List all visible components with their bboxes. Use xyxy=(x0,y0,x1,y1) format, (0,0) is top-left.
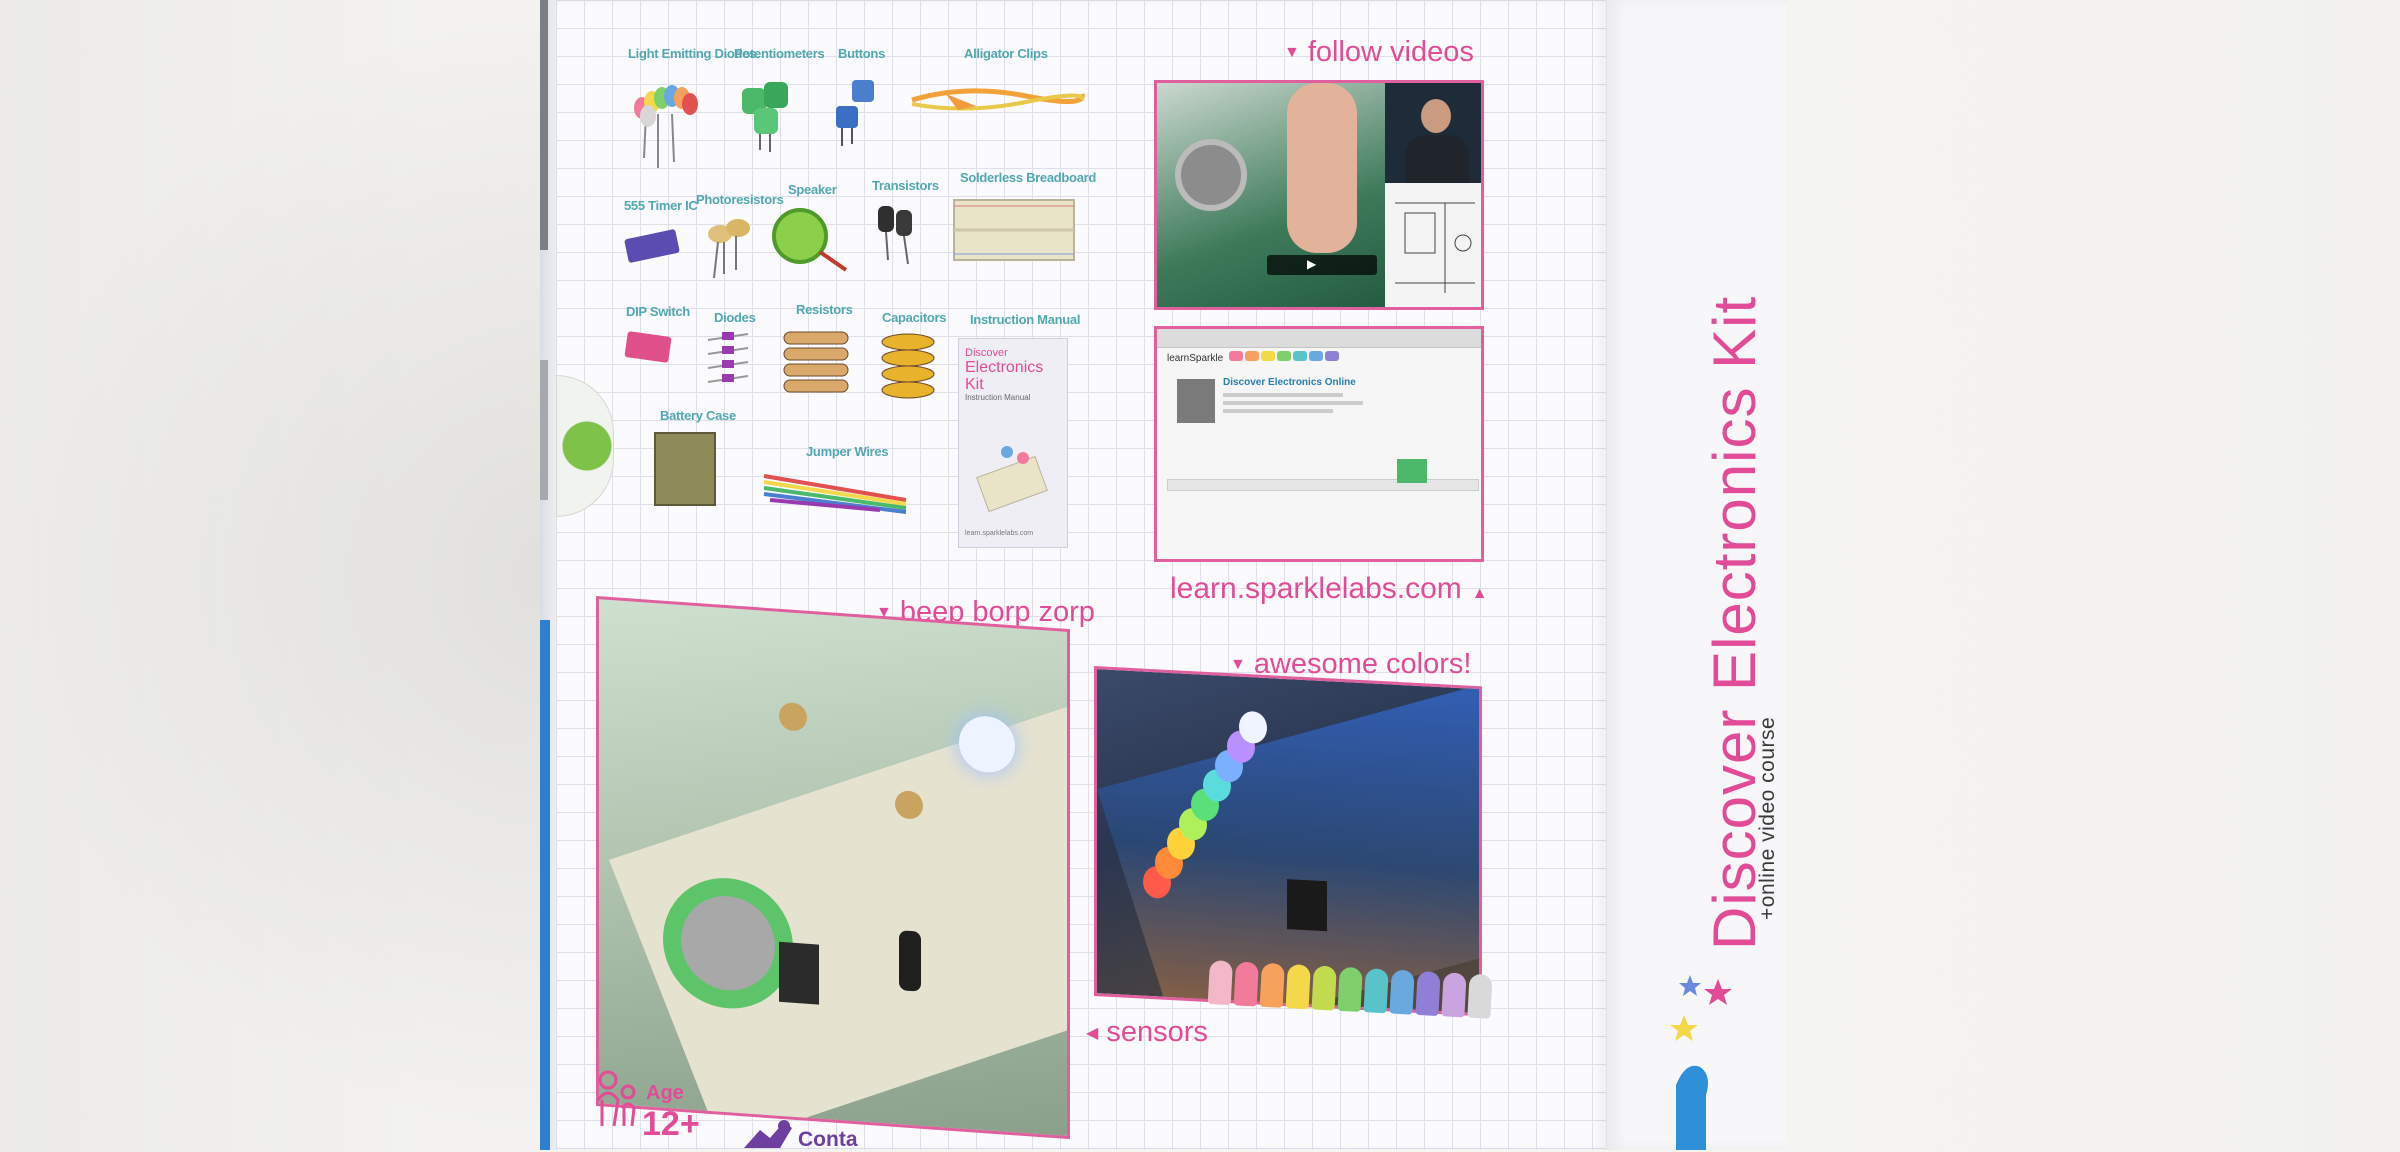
age-value: 12+ xyxy=(642,1105,700,1143)
video-thumbnail: ▶ xyxy=(1154,80,1484,310)
part-label-555: 555 Timer IC xyxy=(624,198,698,213)
browser-bar xyxy=(1157,329,1481,348)
resistors-part xyxy=(783,331,849,393)
manual-footer: learn.sparklelabs.com xyxy=(965,530,1034,537)
box-side-face xyxy=(1606,0,1787,1150)
part-label-dip-switch: DIP Switch xyxy=(626,304,690,319)
jumper-wires-part xyxy=(763,474,907,514)
part-label-diodes: Diodes xyxy=(714,310,756,325)
part-label-photoresistors: Photoresistors xyxy=(696,192,784,207)
photoresistors-part xyxy=(708,219,750,279)
caption-follow-videos-text: follow videos xyxy=(1307,36,1474,68)
caption-colors-text: awesome colors! xyxy=(1253,648,1472,680)
photo-dip-chip xyxy=(1287,879,1327,932)
photo-rainbow-leds xyxy=(1094,666,1482,1017)
part-label-speaker: Speaker xyxy=(788,182,837,197)
site-course-title: Discover Electronics Online xyxy=(1223,377,1356,388)
timer-ic-part xyxy=(624,229,680,263)
manual-line1: Discover xyxy=(965,347,1008,359)
part-label-buttons: Buttons xyxy=(838,46,885,61)
caption-sensors: ◀ sensors xyxy=(1086,1016,1208,1048)
photo-capacitor xyxy=(899,930,921,992)
age-figures-icon xyxy=(596,1070,636,1127)
part-label-alligator-clips: Alligator Clips xyxy=(964,46,1048,61)
caption-sensors-text: sensors xyxy=(1106,1016,1208,1048)
part-label-potentiometers: Potentiometers xyxy=(734,46,825,61)
video-speaker xyxy=(1175,139,1247,211)
instruction-manual-part: Discover Electronics Kit Instruction Man… xyxy=(958,338,1068,548)
manual-line3: Instruction Manual xyxy=(965,393,1031,402)
part-label-manual: Instruction Manual xyxy=(970,312,1081,327)
manual-line2: Electronics Kit xyxy=(965,359,1044,393)
video-webcam xyxy=(1385,83,1481,183)
contains-icon xyxy=(744,1120,792,1148)
site-thumbnail xyxy=(1177,379,1215,423)
manual-illustration xyxy=(976,446,1048,513)
part-label-breadboard: Solderless Breadboard xyxy=(960,170,1097,185)
diodes-part xyxy=(707,332,749,383)
play-icon[interactable]: ▶ xyxy=(1307,257,1317,271)
photo-photoresistor xyxy=(779,701,807,732)
caption-follow-videos: ▼ follow videos xyxy=(1284,36,1474,68)
part-label-transistors: Transistors xyxy=(872,178,939,193)
edge-dark-strip xyxy=(540,0,548,250)
part-label-battery: Battery Case xyxy=(660,408,736,423)
part-label-leds: Light Emitting Diodes xyxy=(628,46,757,61)
caption-url-text: learn.sparklelabs.com xyxy=(1170,572,1462,605)
contains-text: Conta xyxy=(798,1128,858,1151)
battery-case-part xyxy=(654,432,716,506)
wizard-logo-icon xyxy=(1670,975,1732,1150)
photo-ic-chip xyxy=(779,941,819,1005)
potentiometers-part xyxy=(742,82,788,152)
capacitors-part xyxy=(881,333,935,399)
box-subtitle: +online video course xyxy=(1756,716,1779,920)
edge-grey-strip xyxy=(540,360,548,500)
transistors-part xyxy=(878,206,912,265)
age-label: Age xyxy=(646,1082,684,1104)
photo-breadboard-circuit xyxy=(596,596,1070,1140)
caption-colors: ▼ awesome colors! xyxy=(1230,648,1472,680)
caption-url: learn.sparklelabs.com ▲ xyxy=(1170,572,1488,605)
website-screenshot: learnSparkle Discover Electronics Online xyxy=(1154,326,1484,562)
leds-part xyxy=(634,85,698,168)
photo-led-row xyxy=(1143,711,1267,899)
edge-blue-strip xyxy=(540,620,550,1150)
wall-shadow xyxy=(0,0,560,1150)
site-logo: learnSparkle xyxy=(1167,353,1224,364)
video-controls[interactable]: ▶ xyxy=(1267,255,1377,275)
buttons-part xyxy=(836,80,874,146)
alligator-clips-part xyxy=(911,88,1085,111)
part-label-jumper-wires: Jumper Wires xyxy=(806,444,889,459)
site-tab-strip xyxy=(1167,479,1479,491)
site-green-block xyxy=(1397,459,1427,483)
part-label-capacitors: Capacitors xyxy=(882,310,947,325)
video-hand xyxy=(1287,83,1357,253)
speaker-part xyxy=(772,208,848,272)
dip-switch-part xyxy=(624,331,672,363)
breadboard-part xyxy=(953,199,1075,261)
part-label-resistors: Resistors xyxy=(796,302,853,317)
video-schematic xyxy=(1385,183,1481,307)
site-color-tabs xyxy=(1229,351,1339,361)
